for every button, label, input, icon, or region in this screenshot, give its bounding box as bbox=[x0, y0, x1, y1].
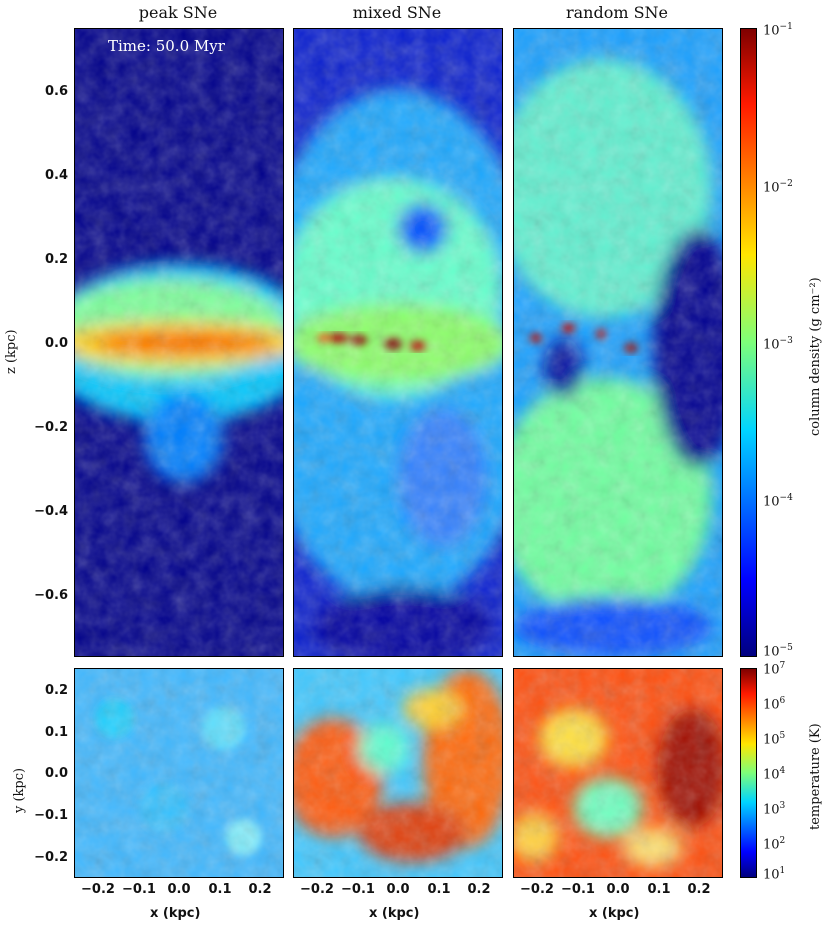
ytick-top-1: 0.4 bbox=[44, 168, 68, 183]
ytick-bottom-1: 0.1 bbox=[44, 725, 68, 740]
xtick-p3-2: 0.0 bbox=[606, 882, 630, 897]
xtick-p1-4: 0.2 bbox=[248, 882, 272, 897]
xaxis-label-p1: x (kpc) bbox=[150, 906, 201, 921]
temperature-panel-mixed bbox=[293, 668, 503, 878]
density-panel-random bbox=[513, 28, 723, 657]
density-colorbar bbox=[740, 28, 757, 657]
ytick-bottom-3: −0.1 bbox=[34, 808, 68, 823]
temperature-tick-6: 101 bbox=[763, 866, 786, 883]
xtick-p1-1: −0.1 bbox=[122, 882, 156, 897]
xtick-p2-2: 0.0 bbox=[386, 882, 410, 897]
title-peak: peak SNe bbox=[138, 3, 218, 22]
density-tick-2: 10−3 bbox=[763, 336, 793, 353]
bottom-yaxis-label: y (kpc) bbox=[12, 767, 27, 813]
xtick-p3-4: 0.2 bbox=[687, 882, 711, 897]
density-tick-1: 10−2 bbox=[763, 179, 793, 196]
title-mixed: mixed SNe bbox=[352, 3, 442, 22]
temperature-tick-5: 102 bbox=[763, 836, 786, 853]
density-tick-3: 10−4 bbox=[763, 493, 793, 510]
xtick-p1-2: 0.0 bbox=[167, 882, 191, 897]
ytick-top-5: −0.4 bbox=[34, 504, 68, 519]
ytick-top-2: 0.2 bbox=[44, 252, 68, 267]
ytick-bottom-4: −0.2 bbox=[34, 850, 68, 865]
temperature-panel-random bbox=[513, 668, 723, 878]
title-random: random SNe bbox=[565, 3, 669, 22]
temperature-tick-3: 104 bbox=[763, 766, 786, 783]
xaxis-label-p3: x (kpc) bbox=[589, 906, 640, 921]
density-panel-mixed bbox=[293, 28, 503, 657]
temperature-tick-0: 107 bbox=[763, 661, 786, 678]
xtick-p3-1: −0.1 bbox=[561, 882, 595, 897]
xtick-p2-1: −0.1 bbox=[341, 882, 375, 897]
ytick-bottom-2: 0.0 bbox=[44, 766, 68, 781]
density-tick-0: 10−1 bbox=[763, 22, 793, 39]
xaxis-label-p2: x (kpc) bbox=[369, 906, 420, 921]
ytick-bottom-0: 0.2 bbox=[44, 683, 68, 698]
ytick-top-3: 0.0 bbox=[44, 336, 68, 351]
temperature-tick-4: 103 bbox=[763, 801, 786, 818]
xtick-p2-0: −0.2 bbox=[300, 882, 334, 897]
density-tick-4: 10−5 bbox=[763, 643, 793, 660]
xtick-p3-0: −0.2 bbox=[520, 882, 554, 897]
ytick-top-4: −0.2 bbox=[34, 420, 68, 435]
ytick-top-0: 0.6 bbox=[44, 84, 68, 99]
xtick-p3-3: 0.1 bbox=[647, 882, 671, 897]
density-panel-peak: Time: 50.0 Myr bbox=[74, 28, 284, 657]
temperature-tick-1: 106 bbox=[763, 696, 786, 713]
xtick-p2-3: 0.1 bbox=[427, 882, 451, 897]
temperature-panel-peak bbox=[74, 668, 284, 878]
temperature-colorbar bbox=[740, 668, 757, 878]
density-colorbar-label: column density (g cm⁻²) bbox=[808, 277, 823, 436]
time-label: Time: 50.0 Myr bbox=[108, 37, 225, 55]
xtick-p1-0: −0.2 bbox=[81, 882, 115, 897]
temperature-colorbar-label: temperature (K) bbox=[808, 723, 823, 830]
ytick-top-6: −0.6 bbox=[34, 588, 68, 603]
xtick-p2-4: 0.2 bbox=[467, 882, 491, 897]
top-yaxis-label: z (kpc) bbox=[4, 329, 19, 374]
temperature-tick-2: 105 bbox=[763, 731, 786, 748]
xtick-p1-3: 0.1 bbox=[208, 882, 232, 897]
